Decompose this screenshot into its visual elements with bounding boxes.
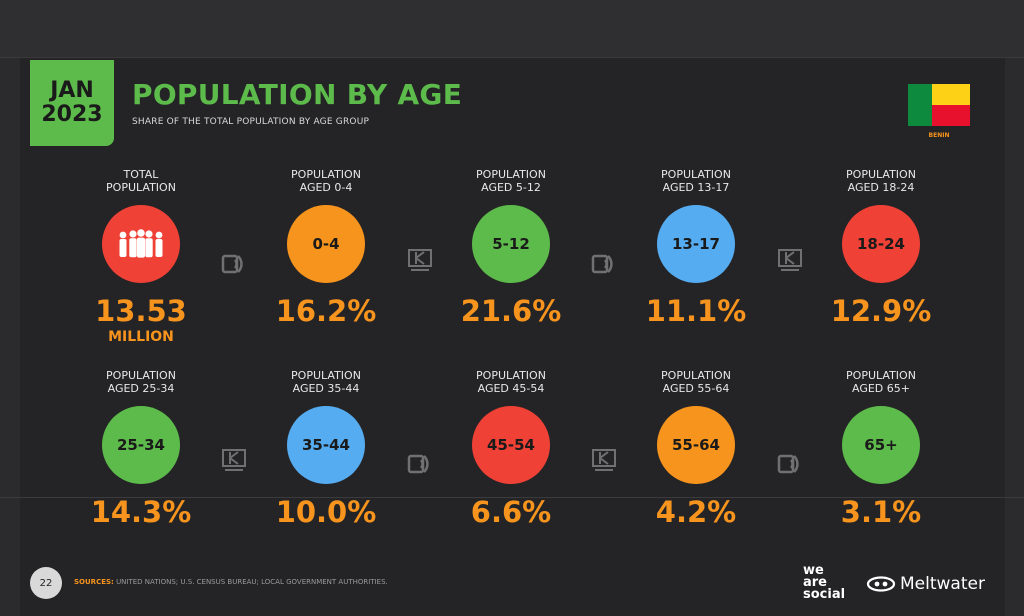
datareportal-icon xyxy=(221,254,243,274)
age-circle: 25-34 xyxy=(102,406,180,484)
page-subtitle: SHARE OF THE TOTAL POPULATION BY AGE GRO… xyxy=(132,117,370,127)
datareportal-icon xyxy=(591,254,613,274)
datareportal-icon xyxy=(407,454,429,474)
country-label: BENIN xyxy=(928,132,950,139)
stat-label: POPULATION AGED 18-24 xyxy=(846,168,916,194)
stat-label: POPULATION AGED 13-17 xyxy=(661,168,731,194)
stat-value: 13.53 xyxy=(95,294,187,328)
stat-label: POPULATION AGED 65+ xyxy=(846,369,916,395)
age-circle: 0-4 xyxy=(287,205,365,283)
stat-label: POPULATION AGED 5-12 xyxy=(476,168,546,194)
benin-flag-icon xyxy=(908,84,970,126)
people-group-icon xyxy=(102,205,180,283)
stat-label: POPULATION AGED 35-44 xyxy=(291,369,361,395)
age-circle: 18-24 xyxy=(842,205,920,283)
stat-value: 12.9% xyxy=(830,294,932,328)
page-title: POPULATION BY AGE xyxy=(132,78,463,111)
stat-aged-0-4: POPULATION AGED 0-4 0-4 16.2% xyxy=(246,168,406,327)
stat-aged-25-34: POPULATION AGED 25-34 25-34 14.3% xyxy=(61,369,221,528)
stat-value: 6.6% xyxy=(470,495,552,529)
stat-value: 10.0% xyxy=(275,495,377,529)
stat-value: 21.6% xyxy=(460,294,562,328)
badge-year: 2023 xyxy=(41,102,103,127)
stat-unit: MILLION xyxy=(108,329,174,345)
date-badge: JAN 2023 xyxy=(30,60,114,146)
kepios-icon xyxy=(778,249,802,271)
age-circle: 13-17 xyxy=(657,205,735,283)
stat-value: 4.2% xyxy=(655,495,737,529)
age-circle: 35-44 xyxy=(287,406,365,484)
stat-aged-13-17: POPULATION AGED 13-17 13-17 11.1% xyxy=(616,168,776,327)
stat-value: 14.3% xyxy=(90,495,192,529)
age-circle: 65+ xyxy=(842,406,920,484)
meltwater-logo: Meltwater xyxy=(866,574,985,594)
stat-label: TOTAL POPULATION xyxy=(106,168,176,194)
stat-label: POPULATION AGED 0-4 xyxy=(291,168,361,194)
age-circle: 55-64 xyxy=(657,406,735,484)
sources-note: SOURCES: UNITED NATIONS; U.S. CENSUS BUR… xyxy=(74,578,388,586)
stat-aged-35-44: POPULATION AGED 35-44 35-44 10.0% xyxy=(246,369,406,528)
stat-aged-65-plus: POPULATION AGED 65+ 65+ 3.1% xyxy=(801,369,961,528)
sources-label: SOURCES: xyxy=(74,578,114,586)
top-band xyxy=(0,0,1024,58)
we-are-social-logo: we are social xyxy=(803,563,846,602)
stat-value: 3.1% xyxy=(840,495,922,529)
badge-month: JAN xyxy=(50,78,94,103)
stat-value: 11.1% xyxy=(645,294,747,328)
kepios-icon xyxy=(408,249,432,271)
stat-label: POPULATION AGED 55-64 xyxy=(661,369,731,395)
kepios-icon xyxy=(592,449,616,471)
page-number: 22 xyxy=(30,567,62,599)
meltwater-icon xyxy=(866,576,896,592)
stat-aged-5-12: POPULATION AGED 5-12 5-12 21.6% xyxy=(431,168,591,327)
age-circle: 45-54 xyxy=(472,406,550,484)
stat-aged-45-54: POPULATION AGED 45-54 45-54 6.6% xyxy=(431,369,591,528)
kepios-icon xyxy=(222,449,246,471)
datareportal-icon xyxy=(777,454,799,474)
stat-aged-18-24: POPULATION AGED 18-24 18-24 12.9% xyxy=(801,168,961,327)
slide xyxy=(20,58,1005,616)
stat-total-population: TOTAL POPULATION 13.53 MILLION xyxy=(61,168,221,345)
sources-text: UNITED NATIONS; U.S. CENSUS BUREAU; LOCA… xyxy=(116,578,388,586)
stat-value: 16.2% xyxy=(275,294,377,328)
stat-aged-55-64: POPULATION AGED 55-64 55-64 4.2% xyxy=(616,369,776,528)
age-circle: 5-12 xyxy=(472,205,550,283)
divider xyxy=(0,497,1024,498)
stat-label: POPULATION AGED 45-54 xyxy=(476,369,546,395)
stat-label: POPULATION AGED 25-34 xyxy=(106,369,176,395)
